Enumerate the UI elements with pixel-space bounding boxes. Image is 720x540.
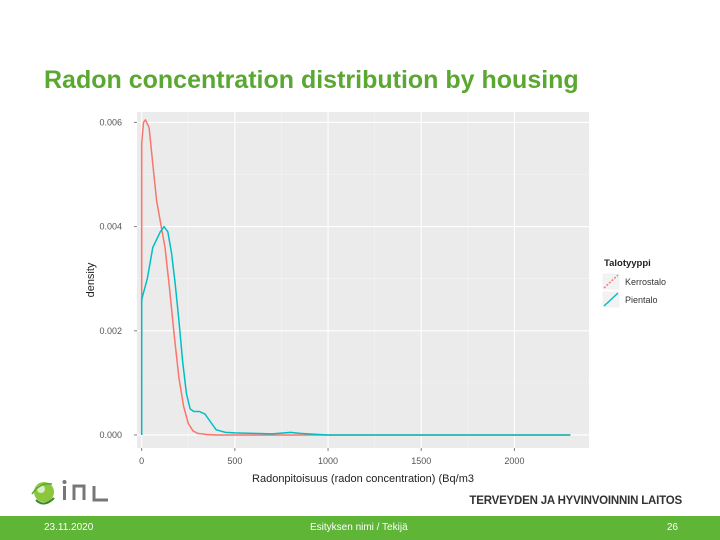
x-axis-label: Radonpitoisuus (radon concentration) (Bq… bbox=[252, 473, 474, 485]
footer-page-number: 26 bbox=[666, 522, 678, 533]
x-tick-label: 0 bbox=[139, 456, 144, 466]
legend-swatch-1 bbox=[603, 274, 619, 289]
series-line-1 bbox=[140, 119, 571, 436]
footer-date: 23.11.2020 bbox=[44, 522, 94, 533]
plot-panel bbox=[137, 112, 589, 448]
y-tick-label: 0.006 bbox=[99, 117, 122, 127]
x-tick-label: 500 bbox=[227, 456, 242, 466]
organization-name: TERVEYDEN JA HYVINVOINNIN LAITOS bbox=[469, 495, 682, 507]
legend-entry-2: Pientalo bbox=[625, 295, 658, 305]
y-tick-label: 0.004 bbox=[99, 222, 122, 232]
legend-entry-1: Kerrostalo bbox=[625, 277, 666, 287]
series-line-2 bbox=[140, 225, 571, 436]
slide-title: Radon concentration distribution by hous… bbox=[44, 66, 579, 94]
thl-logo bbox=[31, 480, 108, 505]
footer-bar: 23.11.2020 Esityksen nimi / Tekijä 26 bbox=[0, 516, 720, 540]
legend-swatch-2 bbox=[603, 292, 619, 307]
x-tick-label: 1000 bbox=[318, 456, 338, 466]
y-tick-label: 0.000 bbox=[99, 430, 122, 440]
y-axis-label: density bbox=[85, 262, 97, 297]
x-tick-label: 1500 bbox=[411, 456, 431, 466]
footer-presentation: Esityksen nimi / Tekijä bbox=[310, 522, 408, 533]
y-tick-label: 0.002 bbox=[99, 326, 122, 336]
x-tick-label: 2000 bbox=[504, 456, 524, 466]
legend-title: Talotyyppi bbox=[604, 258, 651, 269]
